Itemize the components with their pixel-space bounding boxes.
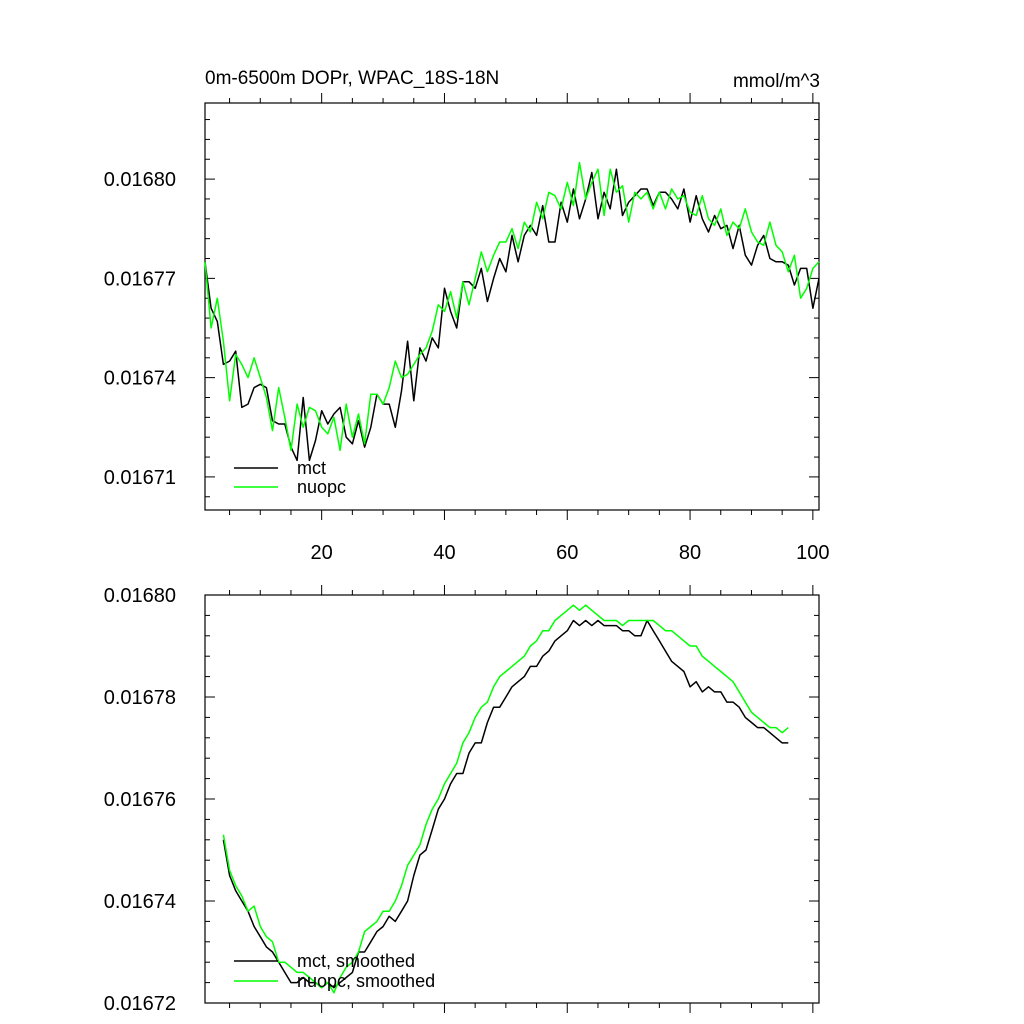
legend-label: nuopc — [297, 477, 346, 497]
y-tick-label: 0.01677 — [104, 268, 176, 290]
top-panel: 0m-6500m DOPr, WPAC_18S-18N mmol/m^3 20 4… — [104, 68, 830, 564]
legend-label: mct, smoothed — [297, 951, 415, 971]
top-panel-units: mmol/m^3 — [733, 71, 820, 92]
legend-label: nuopc, smoothed — [297, 971, 435, 991]
y-tick-label: 0.01676 — [104, 789, 176, 811]
plot-frame — [204, 102, 820, 511]
y-tick-label: 0.01674 — [104, 368, 176, 390]
x-tick-label: 40 — [433, 542, 455, 564]
legend-label: mct — [297, 458, 326, 478]
x-tick-label: 60 — [556, 542, 578, 564]
y-tick-label: 0.01671 — [104, 467, 176, 489]
y-tick-label: 0.01678 — [104, 687, 176, 709]
series-line-nuopc-smoothed — [222, 604, 789, 994]
y-tick-label: 0.01680 — [104, 585, 176, 607]
x-tick-label: 20 — [311, 542, 333, 564]
top-panel-title: 0m-6500m DOPr, WPAC_18S-18N — [205, 68, 499, 89]
y-tick-label: 0.01672 — [104, 993, 176, 1015]
bottom-panel: 0.01672 0.01674 0.01676 0.01678 0.01680 mct, … — [104, 585, 820, 1015]
x-tick-label: 100 — [796, 542, 829, 564]
top-plot-area: 20 40 60 80 100 0.01671 0.01674 0.01677 0.01680 m… — [104, 93, 830, 564]
x-tick-label: 80 — [679, 542, 701, 564]
y-tick-label: 0.01674 — [104, 891, 176, 913]
bottom-plot-area: 0.01672 0.01674 0.01676 0.01678 0.01680 mct, … — [104, 585, 820, 1015]
series-line-nuopc — [204, 161, 820, 452]
y-tick-label: 0.01680 — [104, 169, 176, 191]
